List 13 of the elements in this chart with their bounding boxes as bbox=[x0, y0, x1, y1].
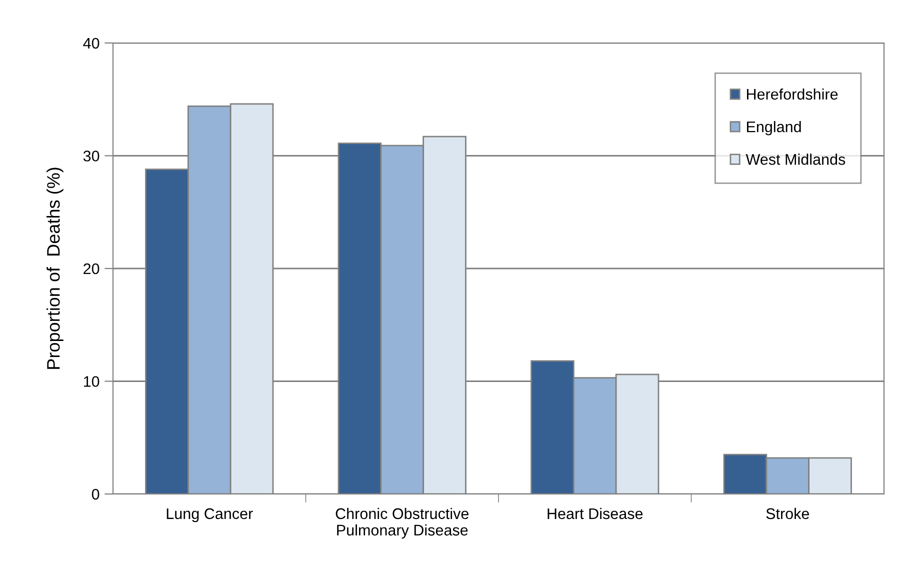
y-tick-label: 0 bbox=[92, 488, 100, 500]
y-tick-label: 10 bbox=[84, 376, 100, 387]
x-tick-label: Lung Cancer bbox=[166, 508, 253, 522]
legend-label: Herefordshire bbox=[747, 88, 838, 100]
y-axis-title: Proportion of Deaths (%) bbox=[46, 168, 64, 369]
x-tick-label: Stroke bbox=[766, 508, 810, 520]
legend-label: West Midlands bbox=[746, 154, 846, 165]
y-tick-label: 30 bbox=[83, 150, 100, 162]
y-tick-label: 40 bbox=[83, 38, 100, 49]
x-tick-label: Heart Disease bbox=[548, 508, 643, 520]
y-tick-label: 20 bbox=[84, 263, 100, 274]
legend-label: England bbox=[747, 121, 801, 136]
x-tick-label: Chronic Obstructive Pulmonary Disease bbox=[336, 508, 469, 539]
